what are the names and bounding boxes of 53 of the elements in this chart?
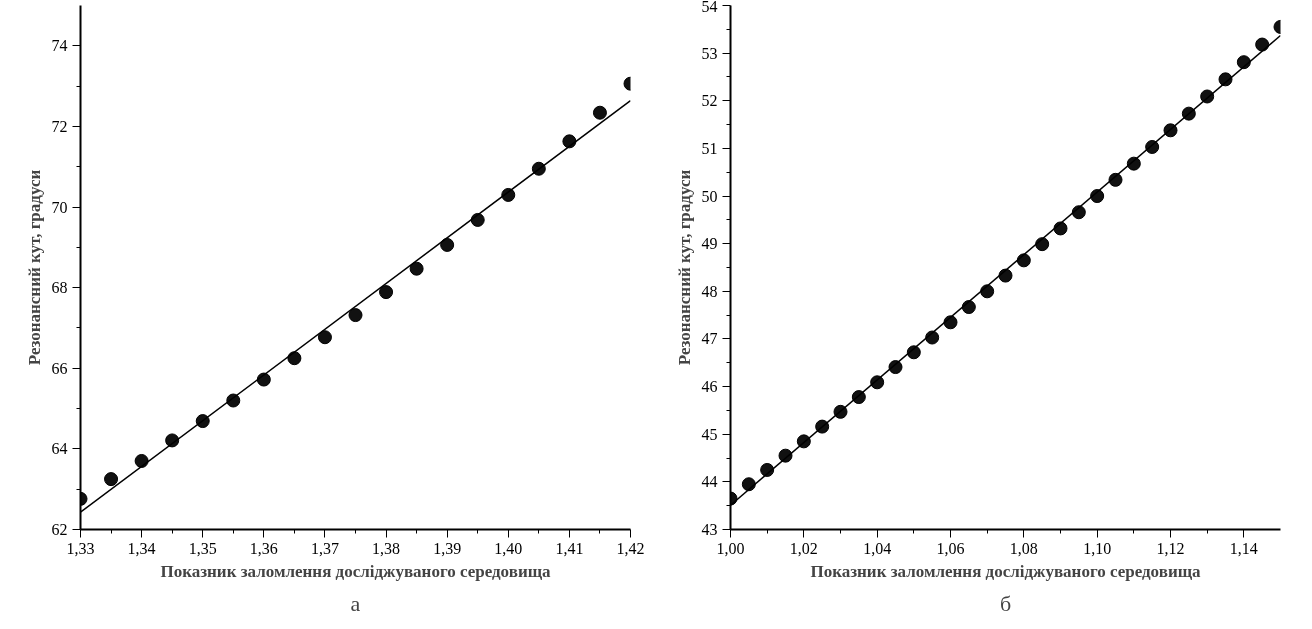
x-tick-label: 1,10 xyxy=(1083,539,1112,557)
y-tick-label: 70 xyxy=(51,198,68,216)
point xyxy=(104,472,119,487)
point xyxy=(134,453,149,468)
point xyxy=(317,330,332,345)
x-tick-label: 1,42 xyxy=(616,539,645,557)
y-tick-label: 45 xyxy=(701,425,718,443)
y-tick-label: 53 xyxy=(701,44,718,62)
x-tick-label: 1,34 xyxy=(127,539,156,557)
x-axis-title: Показник заломлення досліджуваного середовища xyxy=(160,561,552,581)
y-tick-label: 64 xyxy=(51,440,68,458)
y-tick-label: 44 xyxy=(701,473,718,491)
x-tick-label: 1,00 xyxy=(716,539,745,557)
point xyxy=(348,308,363,323)
y-tick-label: 62 xyxy=(51,521,68,538)
point xyxy=(592,105,607,120)
point xyxy=(379,285,394,300)
x-tick-label: 1,40 xyxy=(494,539,523,557)
y-axis-title: Резонансний кут, градуси xyxy=(24,169,44,366)
y-tick-label: 66 xyxy=(51,359,68,377)
x-tick-label: 1,33 xyxy=(66,539,95,557)
point xyxy=(409,261,424,276)
text: б xyxy=(999,590,1012,616)
y-tick-label: 68 xyxy=(51,279,68,297)
x-tick-label: 1,36 xyxy=(249,539,278,557)
x-tick-label: 1,04 xyxy=(863,539,892,557)
point xyxy=(1255,37,1270,52)
y-tick-label: 50 xyxy=(701,187,718,205)
x-tick-label: 1,37 xyxy=(310,539,339,557)
x-tick-label: 1,08 xyxy=(1009,539,1038,557)
y-tick-label: 51 xyxy=(701,139,718,157)
text: а xyxy=(350,590,361,616)
x-tick-label: 1,12 xyxy=(1156,539,1185,557)
y-tick-label: 48 xyxy=(701,282,718,300)
y-tick-label: 46 xyxy=(701,378,718,396)
x-tick-label: 1,39 xyxy=(433,539,462,557)
y-tick-label: 74 xyxy=(51,37,68,55)
y-tick-label: 72 xyxy=(51,117,68,135)
x-axis-title: Показник заломлення досліджуваного середовища xyxy=(810,561,1202,581)
x-tick-label: 1,14 xyxy=(1229,539,1258,557)
y-axis-title: Резонансний кут, градуси xyxy=(674,169,694,366)
y-tick-label: 47 xyxy=(701,330,718,348)
y-tick-label: 54 xyxy=(701,0,718,15)
x-tick-label: 1,35 xyxy=(188,539,217,557)
point xyxy=(440,237,455,252)
x-tick-label: 1,02 xyxy=(789,539,818,557)
x-tick-label: 1,06 xyxy=(936,539,965,557)
y-tick-label: 52 xyxy=(701,92,718,110)
y-tick-label: 49 xyxy=(701,235,718,253)
x-tick-label: 1,41 xyxy=(555,539,584,557)
point xyxy=(287,351,302,366)
x-tick-label: 1,38 xyxy=(372,539,401,557)
y-tick-label: 43 xyxy=(701,521,718,538)
